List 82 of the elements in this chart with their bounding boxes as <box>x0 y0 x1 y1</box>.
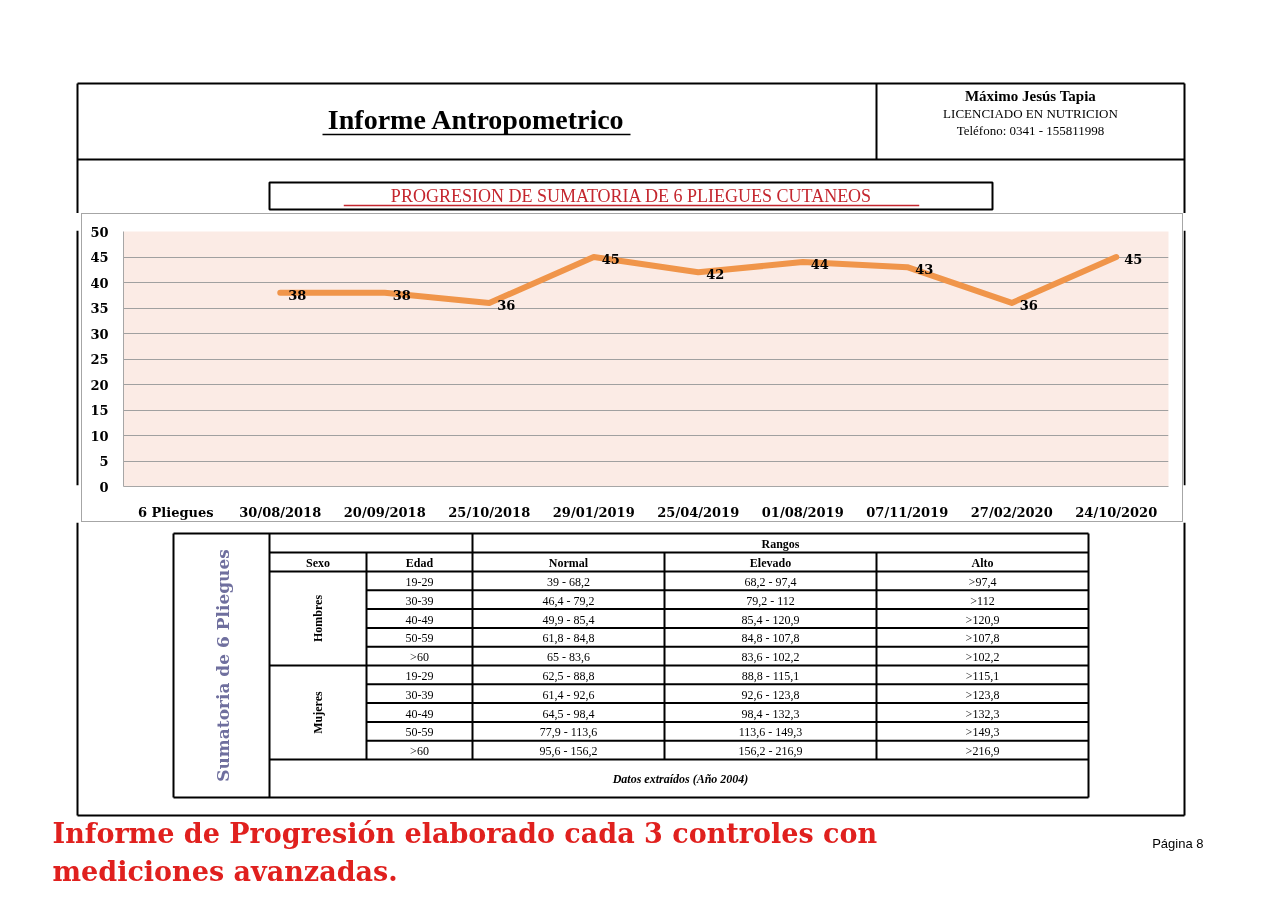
text: Rangos <box>761 537 800 551</box>
text: 85,4 - 120,9 <box>741 612 800 627</box>
x-tick-label: 25/10/2018 <box>448 504 531 520</box>
x-tick-label: 24/10/2020 <box>1075 504 1158 520</box>
y-tick-label: 40 <box>90 275 109 291</box>
y-tick-label: 35 <box>90 301 109 316</box>
data-label: 45 <box>1124 252 1143 267</box>
text: Mujeres <box>311 690 325 734</box>
text: 50-59 <box>405 725 434 740</box>
x-tick-label: 07/11/2019 <box>866 504 949 520</box>
text: Normal <box>548 556 589 570</box>
text: 68,2 - 97,4 <box>744 574 797 589</box>
text: >112 <box>970 593 995 608</box>
text: 92,6 - 123,8 <box>741 687 800 702</box>
text: Informe Antropometrico <box>327 104 624 135</box>
text: Sexo <box>306 556 330 570</box>
x-tick-label: 30/08/2018 <box>239 504 322 520</box>
text: 50-59 <box>405 631 434 646</box>
x-tick-label: 20/09/2018 <box>343 504 426 520</box>
text: 19-29 <box>405 574 434 589</box>
text: 95,6 - 156,2 <box>539 744 598 759</box>
text: >102,2 <box>965 650 1000 665</box>
text: 65 - 83,6 <box>547 650 590 665</box>
x-tick-label: 25/04/2019 <box>657 504 740 520</box>
text: >132,3 <box>965 706 1000 721</box>
text: 61,8 - 84,8 <box>542 631 595 646</box>
text: 98,4 - 132,3 <box>741 706 800 721</box>
text: Elevado <box>749 556 792 570</box>
text: LICENCIADO EN NUTRICION <box>943 106 1119 121</box>
text: >149,3 <box>965 725 1000 740</box>
y-tick-label: 5 <box>99 454 109 469</box>
text: 40-49 <box>405 612 434 627</box>
y-tick-label: 45 <box>90 250 109 265</box>
y-tick-label: 30 <box>90 326 109 342</box>
text: 30-39 <box>405 687 434 702</box>
y-tick-label: 25 <box>90 352 109 367</box>
text: 49,9 - 85,4 <box>542 612 595 627</box>
text: >120,9 <box>965 612 1000 627</box>
y-tick-label: 20 <box>90 377 109 393</box>
data-label: 36 <box>1019 297 1038 313</box>
text: Datos extraídos (Año 2004) <box>611 771 749 786</box>
text: Edad <box>405 556 434 570</box>
text: 113,6 - 149,3 <box>738 725 803 740</box>
text: >60 <box>410 650 429 665</box>
text: 84,8 - 107,8 <box>741 631 800 646</box>
text: >97,4 <box>968 574 997 589</box>
text: >216,9 <box>965 744 1000 759</box>
data-label: 36 <box>497 297 516 313</box>
x-tick-label: 29/01/2019 <box>552 504 635 520</box>
text: Informe de Progresión elaborado cada 3 controles con mediciones avanzadas. <box>52 818 878 887</box>
text: 88,8 - 115,1 <box>741 668 800 683</box>
text: 46,4 - 79,2 <box>542 593 595 608</box>
text: Máximo Jesús Tapia <box>964 87 1097 104</box>
text: 19-29 <box>405 668 434 683</box>
text: Sumatoria de 6 Pliegues <box>212 549 233 782</box>
x-tick-label: 27/02/2020 <box>970 504 1053 520</box>
text: >60 <box>410 744 429 759</box>
text: 30-39 <box>405 593 434 608</box>
text: Teléfono: 0341 - 155811998 <box>956 123 1105 138</box>
chart-title: PROGRESION DE SUMATORIA DE 6 PLIEGUES CUTANEOS <box>390 185 872 206</box>
text: 77,9 - 113,6 <box>539 725 598 740</box>
text: >115,1 <box>965 668 1000 683</box>
y-tick-label: 10 <box>90 428 109 444</box>
text: Alto <box>971 556 994 570</box>
data-label: 38 <box>288 287 307 303</box>
text: 83,6 - 102,2 <box>741 650 800 665</box>
y-tick-label: 0 <box>99 479 109 495</box>
text: 64,5 - 98,4 <box>542 706 595 721</box>
text: >123,8 <box>965 687 1000 702</box>
x-tick-label: 6 Pliegues <box>137 504 214 520</box>
text: Hombres <box>311 594 325 643</box>
text: 79,2 - 112 <box>746 593 795 608</box>
text: >107,8 <box>965 631 1000 646</box>
text: Página 8 <box>1152 836 1204 851</box>
text: 62,5 - 88,8 <box>542 668 595 683</box>
text: 40-49 <box>405 706 434 721</box>
text: 156,2 - 216,9 <box>738 744 803 759</box>
text: 39 - 68,2 <box>547 574 590 589</box>
text: 61,4 - 92,6 <box>542 687 595 702</box>
y-tick-label: 50 <box>90 224 109 240</box>
y-tick-label: 15 <box>90 403 109 418</box>
x-tick-label: 01/08/2019 <box>761 504 844 520</box>
